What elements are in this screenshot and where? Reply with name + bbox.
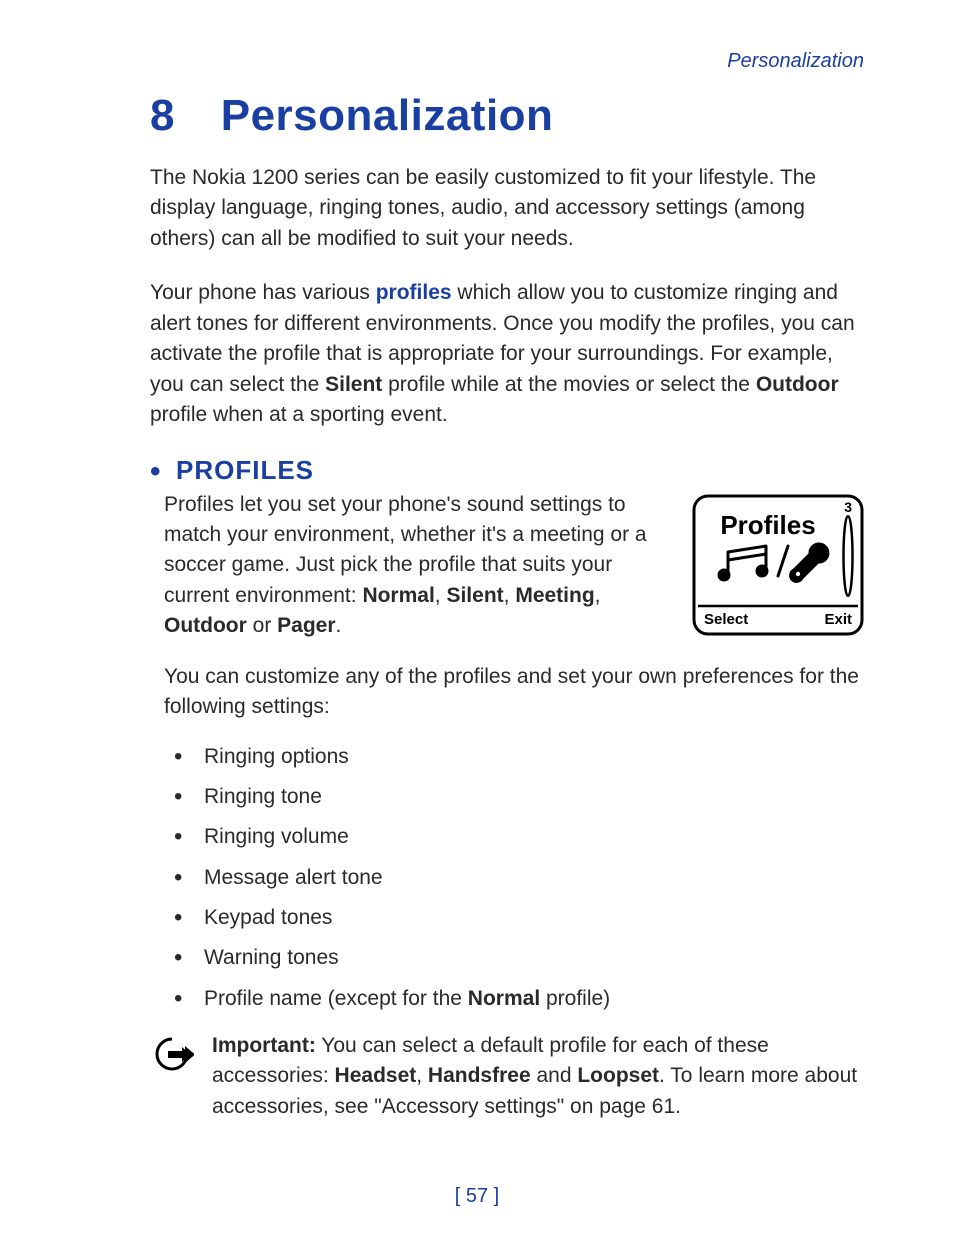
intro-paragraph-1: The Nokia 1200 series can be easily cust… (150, 163, 864, 254)
list-item: Ringing volume (204, 817, 864, 857)
silent-profile-term: Silent (325, 373, 382, 396)
bullet-icon: • (150, 462, 176, 482)
phone-screen-index: 3 (844, 499, 852, 515)
settings-list: Ringing options Ringing tone Ringing vol… (150, 737, 864, 1019)
phone-screen-illustration: Profiles 3 Select (692, 494, 864, 641)
list-item: Warning tones (204, 938, 864, 978)
profiles-section: Profiles 3 Select (150, 490, 864, 1123)
outdoor-profile-term: Outdoor (756, 373, 839, 396)
list-item: Ringing options (204, 737, 864, 777)
profiles-customize-paragraph: You can customize any of the profiles an… (164, 662, 864, 723)
chapter-title: Personalization (221, 91, 554, 140)
list-item: Keypad tones (204, 898, 864, 938)
note-text: Important: You can select a default prof… (212, 1031, 864, 1122)
chapter-number: 8 (150, 91, 208, 141)
note-arrow-icon (150, 1033, 194, 1082)
list-item: Message alert tone (204, 858, 864, 898)
list-item: Profile name (except for the Normal prof… (204, 979, 864, 1019)
phone-right-softkey: Exit (824, 611, 852, 628)
running-header: Personalization (150, 50, 864, 73)
page-number: [ 57 ] (0, 1185, 954, 1208)
section-heading-profiles: •PROFILES (150, 455, 864, 486)
note-label: Important: (212, 1034, 316, 1057)
chapter-heading: 8 Personalization (150, 91, 864, 141)
manual-page: Personalization 8 Personalization The No… (0, 0, 954, 1248)
intro-paragraph-2: Your phone has various profiles which al… (150, 278, 864, 430)
important-note: Important: You can select a default prof… (150, 1031, 864, 1122)
profiles-link[interactable]: profiles (376, 281, 452, 304)
phone-screen-title: Profiles (720, 510, 815, 540)
list-item: Ringing tone (204, 777, 864, 817)
phone-left-softkey: Select (704, 611, 748, 628)
